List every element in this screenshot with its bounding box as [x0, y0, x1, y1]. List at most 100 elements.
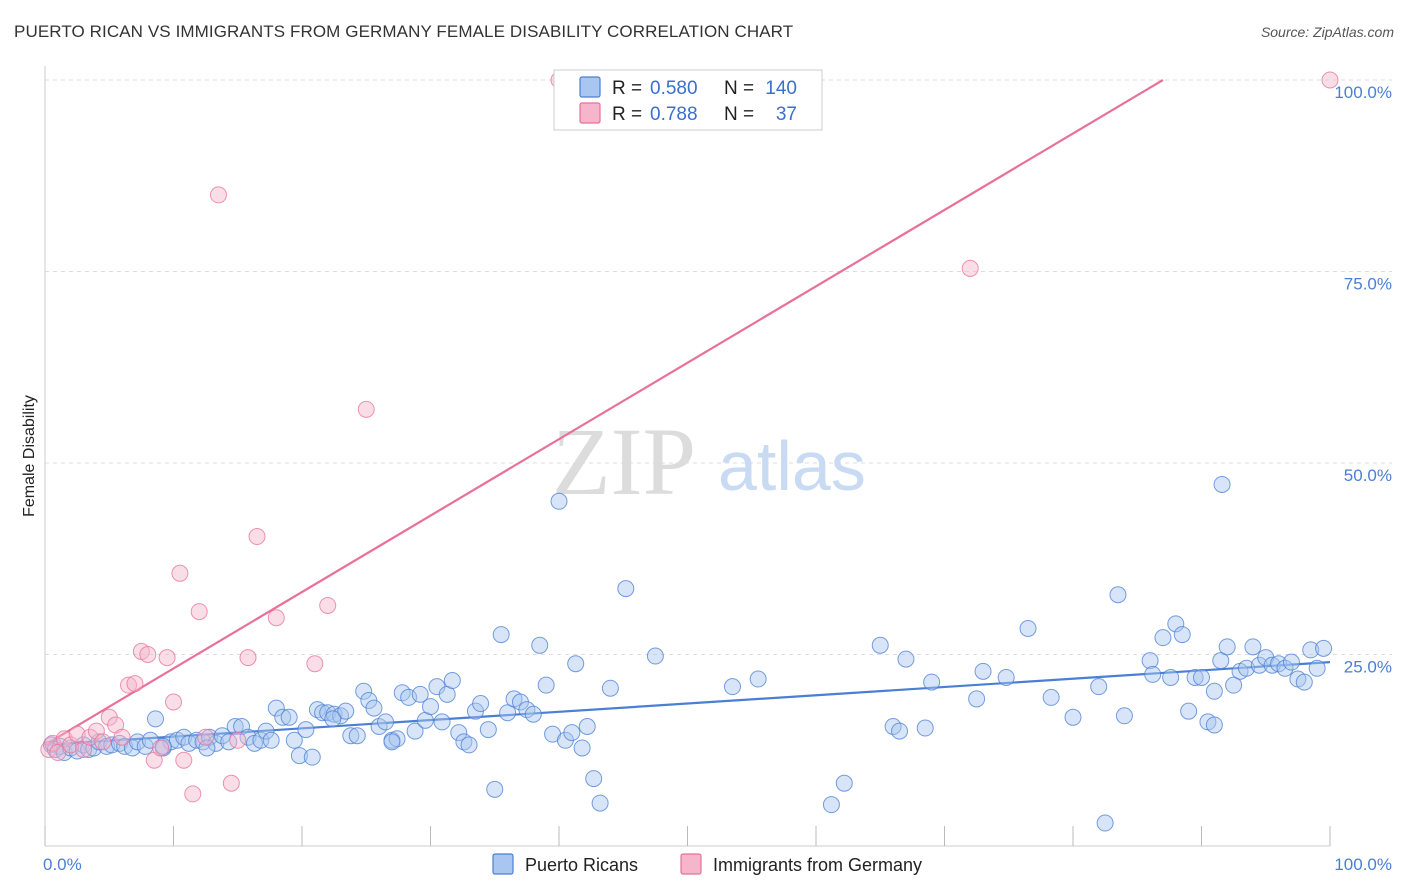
- data-point-puerto-rican: [220, 733, 238, 751]
- data-point-puerto-rican: [252, 731, 270, 749]
- data-point-puerto-rican: [1308, 659, 1326, 677]
- data-point-germany: [175, 751, 193, 769]
- data-point-puerto-rican: [213, 727, 231, 745]
- data-point-germany: [81, 728, 99, 746]
- data-point-puerto-rican: [1302, 641, 1320, 659]
- data-point-puerto-rican: [531, 636, 549, 654]
- data-point-puerto-rican: [1205, 716, 1223, 734]
- data-point-puerto-rican: [406, 722, 424, 740]
- data-point-germany: [319, 596, 337, 614]
- data-point-germany: [87, 722, 105, 740]
- chart-title: PUERTO RICAN VS IMMIGRANTS FROM GERMANY …: [14, 22, 794, 41]
- data-point-germany: [306, 655, 324, 673]
- data-point-germany: [62, 736, 80, 754]
- data-point-puerto-rican: [1244, 638, 1262, 656]
- data-point-germany: [165, 693, 182, 711]
- legend-n-label-1: N =: [724, 78, 754, 99]
- data-point-germany: [222, 774, 240, 792]
- data-point-puerto-rican: [355, 682, 373, 700]
- data-point-puerto-rican: [968, 690, 986, 708]
- data-point-puerto-rican: [154, 737, 172, 755]
- data-point-puerto-rican: [567, 655, 585, 673]
- data-point-puerto-rican: [1144, 665, 1162, 683]
- data-point-puerto-rican: [749, 670, 767, 688]
- data-point-germany: [126, 675, 144, 693]
- data-point-puerto-rican: [365, 699, 383, 717]
- data-point-puerto-rican: [383, 733, 401, 751]
- data-point-puerto-rican: [601, 679, 619, 697]
- data-point-germany: [190, 603, 208, 621]
- data-point-puerto-rican: [274, 708, 292, 726]
- data-point-puerto-rican: [388, 730, 406, 748]
- data-points: [40, 71, 1339, 832]
- legend-swatch-pink: [579, 102, 601, 124]
- data-point-puerto-rican: [1237, 659, 1255, 677]
- data-point-puerto-rican: [1225, 676, 1243, 694]
- data-point-puerto-rican: [1218, 638, 1236, 656]
- data-point-puerto-rican: [262, 731, 280, 749]
- y-axis-label: Female Disability: [21, 395, 38, 517]
- bottom-legend-swatch-pink: [680, 853, 702, 875]
- data-point-puerto-rican: [147, 710, 165, 728]
- x-tick-label: 0.0%: [43, 855, 82, 874]
- y-tick-label: 100.0%: [1334, 83, 1392, 102]
- data-point-germany: [209, 186, 227, 204]
- data-point-puerto-rican: [290, 747, 308, 765]
- data-point-puerto-rican: [1109, 586, 1127, 604]
- data-point-puerto-rican: [455, 733, 473, 751]
- y-tick-label: 50.0%: [1344, 466, 1392, 485]
- bottom-legend-label-1: Puerto Ricans: [525, 855, 638, 875]
- data-point-puerto-rican: [472, 695, 490, 713]
- data-point-puerto-rican: [499, 704, 517, 722]
- data-point-puerto-rican: [997, 668, 1015, 686]
- data-point-germany: [152, 739, 170, 757]
- data-point-puerto-rican: [337, 702, 355, 720]
- data-point-germany: [357, 400, 375, 418]
- data-point-germany: [267, 609, 285, 627]
- data-point-puerto-rican: [1115, 707, 1133, 725]
- data-point-puerto-rican: [871, 636, 889, 654]
- data-point-puerto-rican: [578, 718, 596, 736]
- chart-source: Source: ZipAtlas.com: [1260, 24, 1394, 40]
- legend-box: R = 0.580 N = 140 R = 0.788 N = 37: [553, 69, 823, 131]
- data-point-puerto-rican: [443, 672, 461, 690]
- data-point-puerto-rican: [342, 727, 360, 745]
- data-point-germany: [1321, 71, 1339, 89]
- data-point-germany: [239, 649, 257, 667]
- data-point-puerto-rican: [200, 728, 218, 746]
- legend-r-value-2: 0.788: [650, 104, 698, 125]
- data-point-puerto-rican: [1064, 708, 1082, 726]
- data-point-germany: [55, 730, 73, 748]
- data-point-germany: [229, 731, 247, 749]
- data-point-puerto-rican: [1186, 668, 1204, 686]
- data-point-puerto-rican: [1295, 673, 1313, 691]
- y-tick-label: 25.0%: [1344, 658, 1392, 677]
- data-point-puerto-rican: [433, 713, 451, 731]
- data-point-puerto-rican: [1154, 629, 1172, 647]
- trend-line-puerto-rican: [44, 661, 1331, 746]
- data-point-puerto-rican: [479, 721, 497, 739]
- watermark: ZIP atlas: [552, 408, 866, 515]
- data-point-puerto-rican: [1180, 702, 1198, 720]
- data-point-puerto-rican: [563, 724, 581, 742]
- y-tick-label: 75.0%: [1344, 275, 1392, 294]
- data-point-puerto-rican: [450, 724, 468, 742]
- x-tick-label: 100.0%: [1334, 855, 1392, 874]
- data-point-puerto-rican: [1167, 615, 1185, 633]
- data-point-germany: [171, 564, 189, 582]
- data-point-puerto-rican: [239, 728, 257, 746]
- data-point-puerto-rican: [226, 718, 244, 736]
- data-point-puerto-rican: [723, 678, 741, 696]
- legend-r-value-1: 0.580: [650, 78, 698, 99]
- data-point-germany: [961, 259, 979, 277]
- trend-lines: [44, 79, 1331, 746]
- data-point-puerto-rican: [1090, 678, 1108, 696]
- bottom-legend-swatch-blue: [492, 853, 514, 875]
- data-point-puerto-rican: [257, 722, 275, 740]
- data-point-puerto-rican: [617, 580, 635, 598]
- data-point-puerto-rican: [233, 718, 251, 736]
- trend-line-germany: [44, 79, 1164, 746]
- tick-labels: 25.0% 50.0% 75.0% 100.0% 0.0% 100.0%: [43, 83, 1392, 874]
- data-point-puerto-rican: [974, 662, 992, 680]
